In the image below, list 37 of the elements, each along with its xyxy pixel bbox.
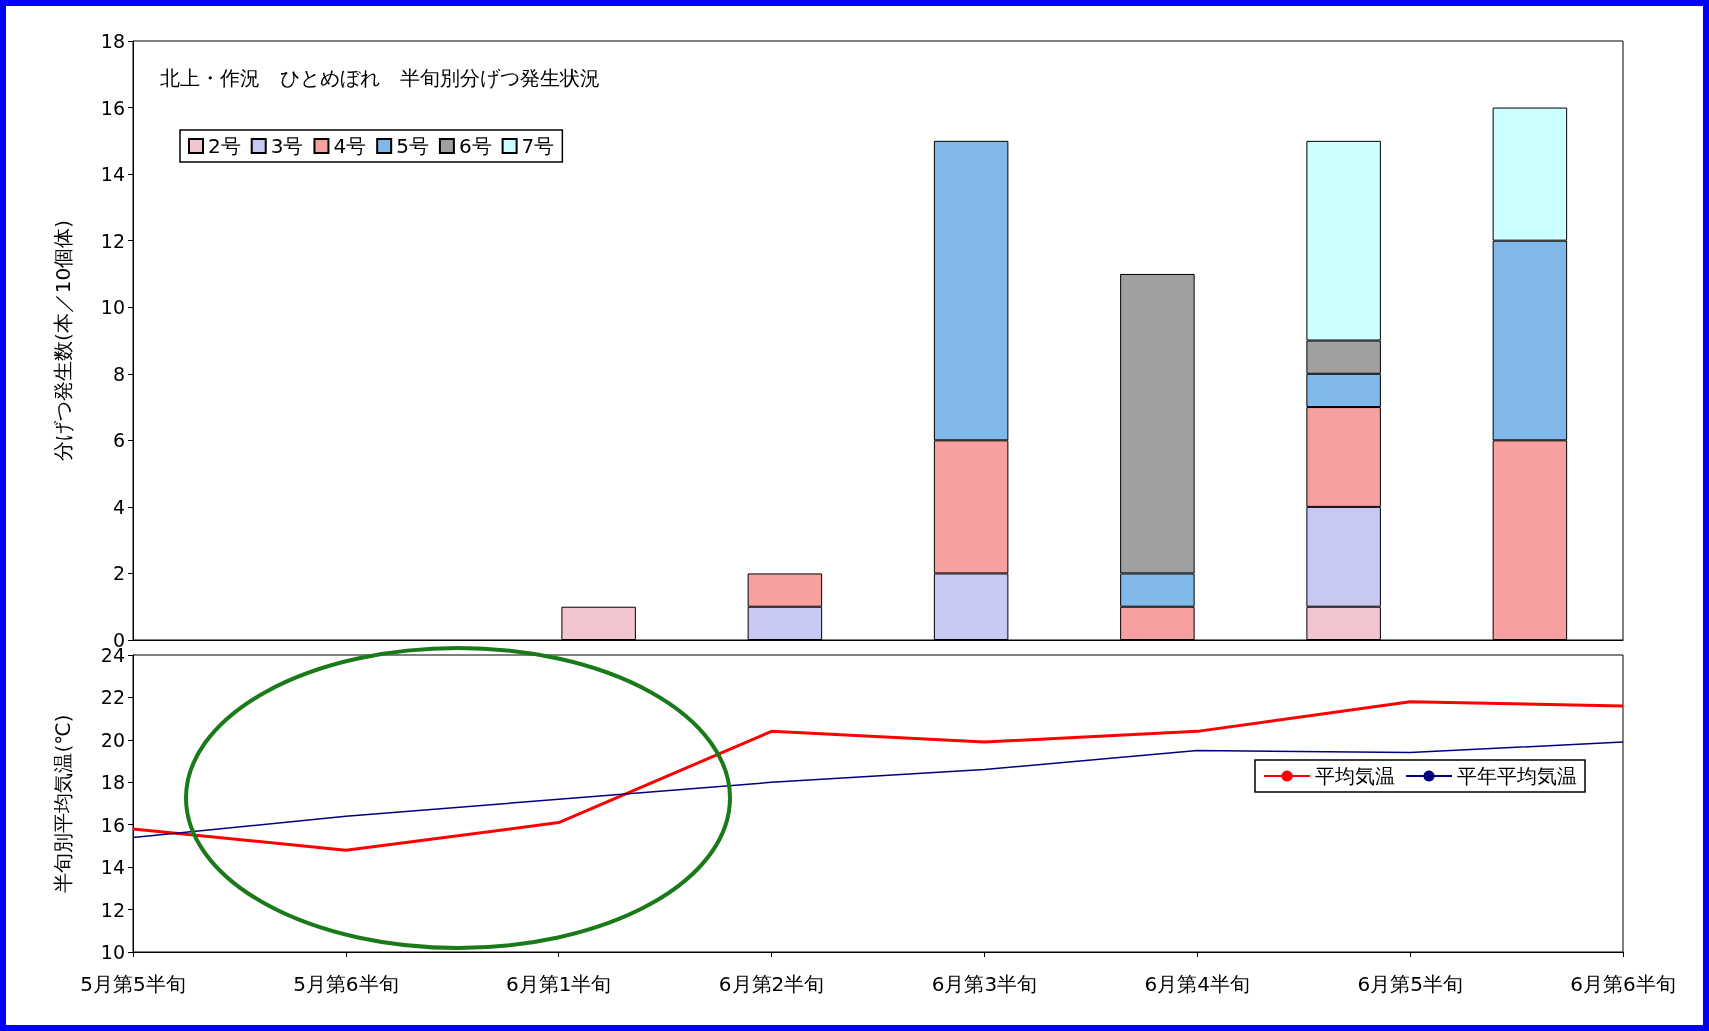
legend-label: 6号	[458, 134, 492, 158]
x-tick-label: 6月第2半旬	[718, 972, 825, 996]
y-tick-label: 10	[100, 941, 125, 963]
y-tick-label: 18	[100, 30, 125, 52]
y-tick-label: 14	[100, 163, 125, 186]
line-series	[131, 700, 1625, 852]
y-tick-label: 18	[100, 771, 125, 794]
line-series	[132, 741, 1624, 839]
x-tick-label: 6月第3半旬	[931, 972, 1038, 996]
y-tick-label: 12	[100, 229, 125, 252]
y-tick-label: 16	[100, 813, 125, 836]
text: 北上・作況 ひとめぼれ 半旬別分げつ発生状況	[160, 66, 600, 90]
y-tick-label: 8	[112, 362, 125, 385]
legend-label: 5号	[396, 134, 429, 158]
y-tick-label: 6	[112, 429, 125, 452]
y-tick-label: 22	[100, 686, 125, 709]
x-tick-label: 6月第5半旬	[1357, 972, 1463, 996]
legend-label: 3号	[270, 134, 304, 158]
legend-label: 4号	[333, 134, 367, 158]
x-tick-label: 6月第6半旬	[1570, 972, 1676, 996]
y-axis-title: 分げつ発生数(本／10個体)	[51, 219, 75, 462]
x-tick-label: 6月第1半旬	[505, 972, 612, 996]
legend-label: 2号	[208, 134, 241, 158]
y-tick-label: 20	[100, 728, 125, 751]
x-tick-label: 5月第5半旬	[80, 972, 186, 996]
legend-label: 平均気温	[1315, 764, 1395, 788]
legend-label: 7号	[521, 134, 555, 158]
y-tick-label: 16	[100, 96, 125, 119]
x-tick-label: 5月第6半旬	[293, 972, 399, 996]
y-tick-label: 10	[100, 296, 125, 319]
y-axis-title: 半旬別平均気温(℃)	[51, 714, 75, 893]
legend-label: 平年平均気温	[1457, 764, 1577, 788]
y-tick-label: 2	[112, 562, 125, 585]
y-tick-label: 4	[112, 495, 125, 518]
x-tick-label: 6月第4半旬	[1144, 972, 1251, 996]
y-tick-label: 12	[100, 898, 125, 921]
y-tick-label: 14	[100, 856, 125, 879]
